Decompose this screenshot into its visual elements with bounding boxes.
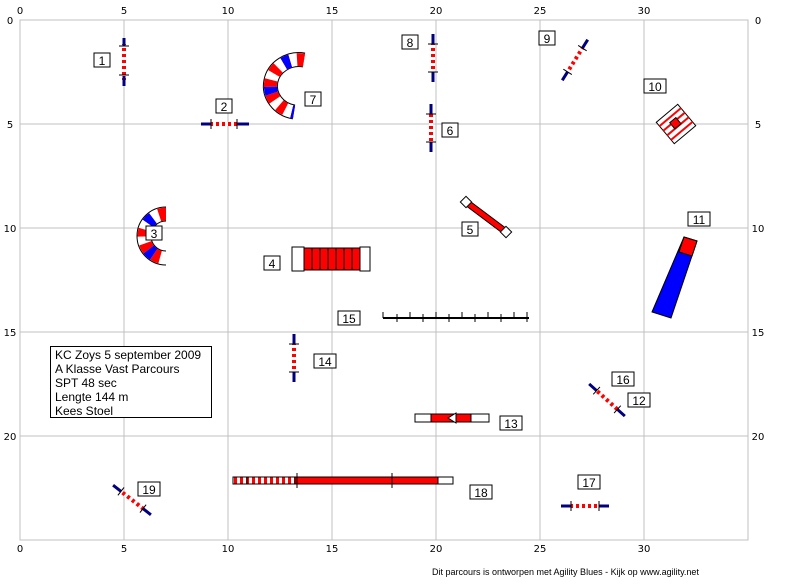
y-tick: 10 bbox=[4, 224, 17, 235]
number-text: 18 bbox=[474, 486, 488, 500]
number-label-9: 9 bbox=[538, 30, 556, 46]
number-label-13: 13 bbox=[499, 415, 523, 431]
obstacle-15-weave bbox=[382, 312, 529, 322]
obstacle-4-tunnel bbox=[291, 246, 371, 272]
y-tick: 20 bbox=[752, 432, 765, 443]
info-event: KC Zoys 5 september 2009 bbox=[55, 348, 202, 362]
number-text: 9 bbox=[544, 32, 551, 46]
number-text: 8 bbox=[407, 36, 414, 50]
x-tick: 0 bbox=[17, 6, 23, 17]
number-label-3: 3 bbox=[145, 225, 163, 241]
y-axis-left: 0 5 10 15 20 bbox=[4, 16, 17, 443]
number-text: 13 bbox=[504, 417, 518, 431]
number-label-4: 4 bbox=[263, 255, 281, 271]
x-tick: 25 bbox=[534, 544, 547, 555]
obstacle-5-jump bbox=[459, 195, 513, 239]
x-tick: 5 bbox=[121, 544, 127, 555]
number-text: 19 bbox=[142, 483, 156, 497]
number-text: 12 bbox=[632, 394, 646, 408]
obstacle-18-dogwalk bbox=[232, 473, 454, 488]
y-tick: 15 bbox=[752, 328, 765, 339]
number-label-6: 6 bbox=[441, 122, 459, 138]
obstacle-10-tire bbox=[655, 103, 697, 145]
x-tick: 0 bbox=[17, 544, 23, 555]
y-tick: 0 bbox=[755, 16, 761, 27]
obstacle-19-jump bbox=[112, 484, 152, 516]
obstacle-7-tunnel bbox=[262, 52, 306, 120]
number-label-15: 15 bbox=[337, 310, 361, 326]
y-tick: 0 bbox=[7, 16, 13, 27]
number-label-10: 10 bbox=[643, 78, 667, 94]
info-judge: Kees Stoel bbox=[55, 404, 114, 418]
number-text: 15 bbox=[342, 312, 356, 326]
info-class: A Klasse Vast Parcours bbox=[55, 362, 180, 376]
x-tick: 20 bbox=[430, 544, 443, 555]
y-tick: 15 bbox=[4, 328, 17, 339]
obstacle-13-longjump bbox=[414, 412, 490, 424]
number-label-17: 17 bbox=[577, 474, 601, 490]
x-axis-bottom: 0 5 10 15 20 25 30 bbox=[17, 544, 651, 555]
x-tick: 30 bbox=[638, 6, 651, 17]
x-axis-top: 0 5 10 15 20 25 30 bbox=[17, 6, 651, 17]
number-text: 11 bbox=[693, 213, 706, 227]
obstacle-14-jump bbox=[289, 334, 299, 382]
info-length: Lengte 144 m bbox=[55, 390, 129, 404]
x-tick: 25 bbox=[534, 6, 547, 17]
number-label-2: 2 bbox=[215, 98, 233, 114]
obstacle-3-tunnel bbox=[136, 206, 167, 266]
x-tick: 10 bbox=[222, 544, 235, 555]
x-tick: 20 bbox=[430, 6, 443, 17]
number-label-19: 19 bbox=[137, 481, 161, 497]
x-tick: 15 bbox=[326, 544, 339, 555]
number-text: 7 bbox=[310, 93, 317, 107]
x-tick: 15 bbox=[326, 6, 339, 17]
number-label-14: 14 bbox=[313, 353, 337, 369]
field-grid bbox=[19, 19, 749, 541]
number-label-1: 1 bbox=[93, 52, 111, 68]
x-tick: 10 bbox=[222, 6, 235, 17]
obstacle-2-jump bbox=[201, 119, 249, 129]
number-text: 6 bbox=[447, 124, 454, 138]
obstacle-8-jump bbox=[428, 34, 438, 82]
number-text: 17 bbox=[582, 476, 596, 490]
y-tick: 5 bbox=[755, 120, 761, 131]
obstacle-6-jump bbox=[426, 104, 436, 152]
obstacle-11-aframe bbox=[651, 236, 698, 319]
number-label-16: 16 bbox=[611, 371, 635, 387]
footer-credit: Dit parcours is ontworpen met Agility Bl… bbox=[432, 567, 699, 577]
number-label-7: 7 bbox=[304, 91, 322, 107]
number-label-18: 18 bbox=[469, 484, 493, 500]
obstacle-9-jump bbox=[561, 38, 589, 82]
x-tick: 30 bbox=[638, 544, 651, 555]
x-tick: 5 bbox=[121, 6, 127, 17]
y-axis-right: 0 5 10 15 20 bbox=[752, 16, 765, 443]
obstacle-1-jump bbox=[119, 38, 129, 86]
y-tick: 10 bbox=[752, 224, 765, 235]
number-label-12: 12 bbox=[627, 392, 651, 408]
number-label-8: 8 bbox=[401, 34, 419, 50]
number-text: 10 bbox=[648, 80, 662, 94]
info-spt: SPT 48 sec bbox=[55, 376, 117, 390]
number-text: 3 bbox=[151, 227, 158, 241]
y-tick: 5 bbox=[7, 120, 13, 131]
course-info-box: KC Zoys 5 september 2009 A Klasse Vast P… bbox=[50, 346, 212, 418]
obstacle-17-jump bbox=[561, 501, 609, 511]
number-text: 14 bbox=[318, 355, 332, 369]
number-text: 1 bbox=[99, 54, 106, 68]
number-text: 16 bbox=[616, 373, 630, 387]
number-text: 2 bbox=[221, 100, 228, 114]
number-text: 4 bbox=[269, 257, 276, 271]
number-label-5: 5 bbox=[461, 221, 479, 237]
obstacle-12-jump bbox=[588, 382, 626, 418]
y-tick: 20 bbox=[4, 432, 17, 443]
number-label-11: 11 bbox=[687, 211, 711, 227]
number-text: 5 bbox=[467, 223, 474, 237]
